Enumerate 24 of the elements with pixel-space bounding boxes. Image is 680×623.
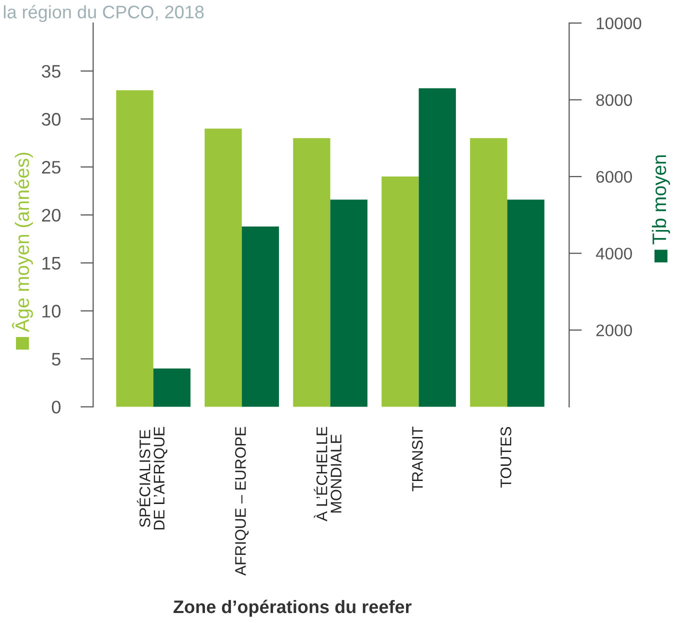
x-tick-label: TOUTES: [500, 426, 512, 488]
x-tick-label: TRANSIT: [412, 426, 423, 492]
y-tick-label: 10: [42, 304, 61, 318]
y-tick-label: 20: [42, 208, 61, 222]
y2-tick-label: 8000: [596, 94, 632, 106]
y-tick-label: 15: [42, 257, 60, 270]
x-tick-label: SPÉCIALISTE DE L’AFRIQUE: [136, 426, 168, 530]
y-tick-label: 25: [42, 160, 60, 174]
y2-tick-label: 6000: [596, 170, 632, 183]
bar: [153, 368, 190, 407]
x-tick-label: À L’ÉCHELLE MONDIALE: [314, 426, 342, 522]
y-tick-label: 30: [42, 112, 61, 126]
y-tick-label: 35: [42, 64, 60, 78]
y2-tick-label: 10000: [596, 17, 642, 30]
x-tick-label: AFRIQUE – EUROPE: [235, 426, 249, 576]
y2-tick-label: 4000: [596, 248, 632, 260]
text: Âge moyen (années): [12, 152, 33, 332]
text: Tjb moyen: [652, 155, 670, 244]
y-tick-label: 0: [52, 400, 61, 414]
y2-tick-label: 2000: [596, 324, 632, 336]
bar: [116, 90, 154, 407]
y-tick-label: 5: [52, 352, 60, 366]
chart-title: la région du CPCO, 2018: [4, 4, 204, 22]
x-axis-title: Zone d’opérations du reefer: [174, 600, 412, 617]
